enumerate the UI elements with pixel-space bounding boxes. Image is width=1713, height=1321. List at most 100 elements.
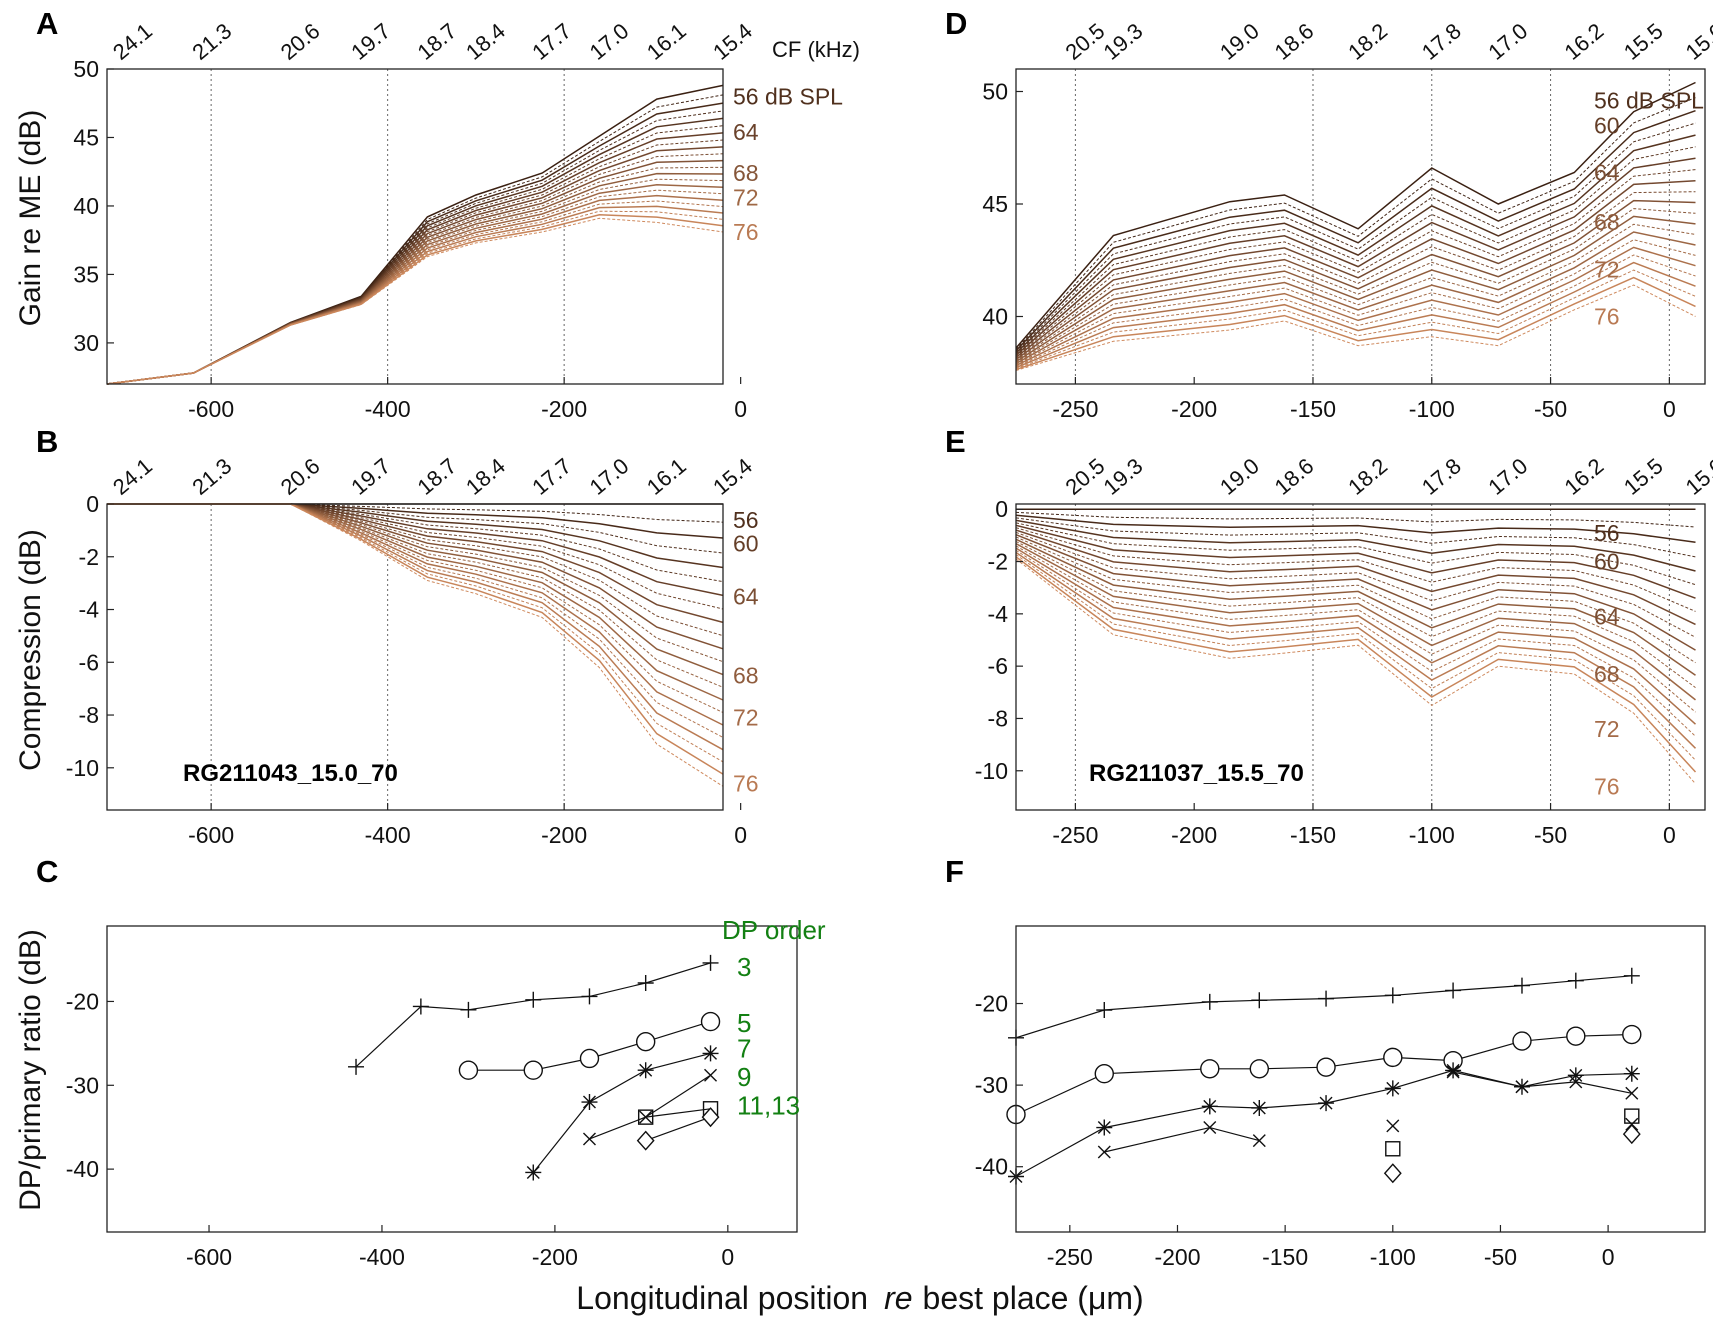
marker-square-c [637,1109,654,1125]
cf-label-b: 21.3 [187,453,236,500]
level-curve-b [107,503,724,688]
level-curve-d [1015,269,1696,370]
dp-series-line-c [589,1074,711,1140]
cf-label-d: 19.3 [1099,18,1148,65]
cf-label-b: 18.4 [461,453,510,500]
dp-series-line-c [645,1116,711,1142]
level-curve-e [1015,524,1696,599]
cf-label-a: 18.4 [461,18,510,65]
level-curve-d [1015,261,1696,369]
marker-circle-c [523,1060,543,1080]
marker-circle-f [1512,1031,1532,1051]
level-label-d: 64 [1594,160,1620,186]
level-curve-b [107,503,724,726]
axes-frame-e [1015,503,1706,811]
x-tick-label-d: -250 [1052,396,1098,422]
x-tick-label-a: -600 [188,396,234,422]
y-tick-label-a: 50 [73,56,99,82]
x-tick-label-b: 0 [734,822,747,848]
dp-order-label: 5 [737,1008,751,1038]
cf-label-a: 21.3 [187,18,236,65]
level-curve-b [107,503,724,751]
level-label-a: 64 [733,119,759,145]
level-curve-b [107,503,724,663]
x-axis-label-part-2: re [884,1280,912,1316]
cf-label-d: 16.2 [1559,18,1608,65]
level-label-a: 76 [733,219,759,245]
marker-star-f [1445,1062,1462,1079]
x-tick-label-a: 0 [734,396,747,422]
level-label-b: 60 [733,531,759,557]
y-tick-label-a: 45 [73,124,99,150]
marker-x-f [1625,1117,1639,1131]
level-label-e: 72 [1594,716,1620,742]
cf-label-b: 19.7 [346,453,395,500]
level-label-a: 72 [733,185,759,211]
level-label-e: 64 [1594,603,1620,629]
axes-frame-d [1015,68,1706,385]
level-curve-e [1015,511,1696,528]
x-tick-label-c: -200 [532,1244,578,1270]
marker-star-f [1623,1065,1640,1082]
level-curve-e [1015,534,1696,651]
cf-label-e: 19.3 [1099,453,1148,500]
x-tick-label-f: -100 [1370,1244,1416,1270]
cf-label-d: 15.5 [1619,18,1668,65]
dp-order-label: 3 [737,952,751,982]
cf-label-e: 15.5 [1619,453,1668,500]
y-axis-label-a: Gain re ME (dB) [14,110,47,327]
level-label-d: 60 [1594,112,1620,138]
cf-label-e: 18.6 [1270,453,1319,500]
level-curve-d [1015,208,1696,362]
marker-circle-f [1200,1059,1220,1079]
level-curve-a [106,217,724,385]
marker-star-f [1318,1095,1335,1112]
x-tick-label-e: -50 [1534,822,1567,848]
cf-label-b: 17.0 [585,453,634,500]
cf-label-b: 18.7 [412,453,461,500]
level-label-b: 56 [733,507,759,533]
level-curve-a [106,159,724,385]
y-tick-label-f: -30 [975,1072,1008,1098]
marker-plus-c [637,975,654,992]
y-tick-label-d: 40 [982,304,1008,330]
cf-label-e: 18.2 [1343,453,1392,500]
cf-label-a: 17.0 [585,18,634,65]
level-curve-e [1015,529,1696,626]
y-tick-label-e: -6 [988,653,1008,679]
level-curve-d [1015,284,1696,371]
x-axis-label-part-1: Longitudinal position [576,1280,868,1316]
cf-label-a: 15.4 [708,18,757,65]
y-tick-label-e: -8 [988,705,1008,731]
y-tick-label-b: -4 [79,597,100,623]
marker-plus-f [1318,990,1335,1007]
dp-order-legend-title: DP order [722,915,826,945]
level-curve-d [1015,276,1696,371]
level-curve-d [1015,122,1696,353]
level-curve-a [106,183,724,385]
marker-x-f [1625,1086,1639,1100]
level-curve-e [1015,514,1696,544]
y-tick-label-d: 50 [982,79,1008,105]
marker-plus-c [581,988,598,1005]
level-curve-a [106,205,724,385]
marker-star-c [525,1164,542,1181]
cf-label-d: 17.8 [1417,18,1466,65]
level-curve-d [1015,223,1696,364]
x-tick-label-e: -100 [1409,822,1455,848]
marker-diamond-c [701,1107,720,1128]
marker-plus-f [1567,972,1584,989]
cf-label-b: 17.7 [527,453,576,500]
level-label-d: 56 dB SPL [1594,88,1704,114]
level-curve-e [1015,547,1697,725]
y-tick-label-b: -6 [79,649,99,675]
level-curve-e [1015,545,1696,713]
level-curve-e [1015,554,1696,761]
axes-frame-c [106,925,798,1233]
marker-diamond-f [1622,1124,1641,1145]
marker-x-f [1097,1145,1111,1159]
level-label-d: 68 [1594,209,1620,235]
level-label-e: 60 [1594,549,1620,575]
marker-star-c [702,1045,719,1062]
